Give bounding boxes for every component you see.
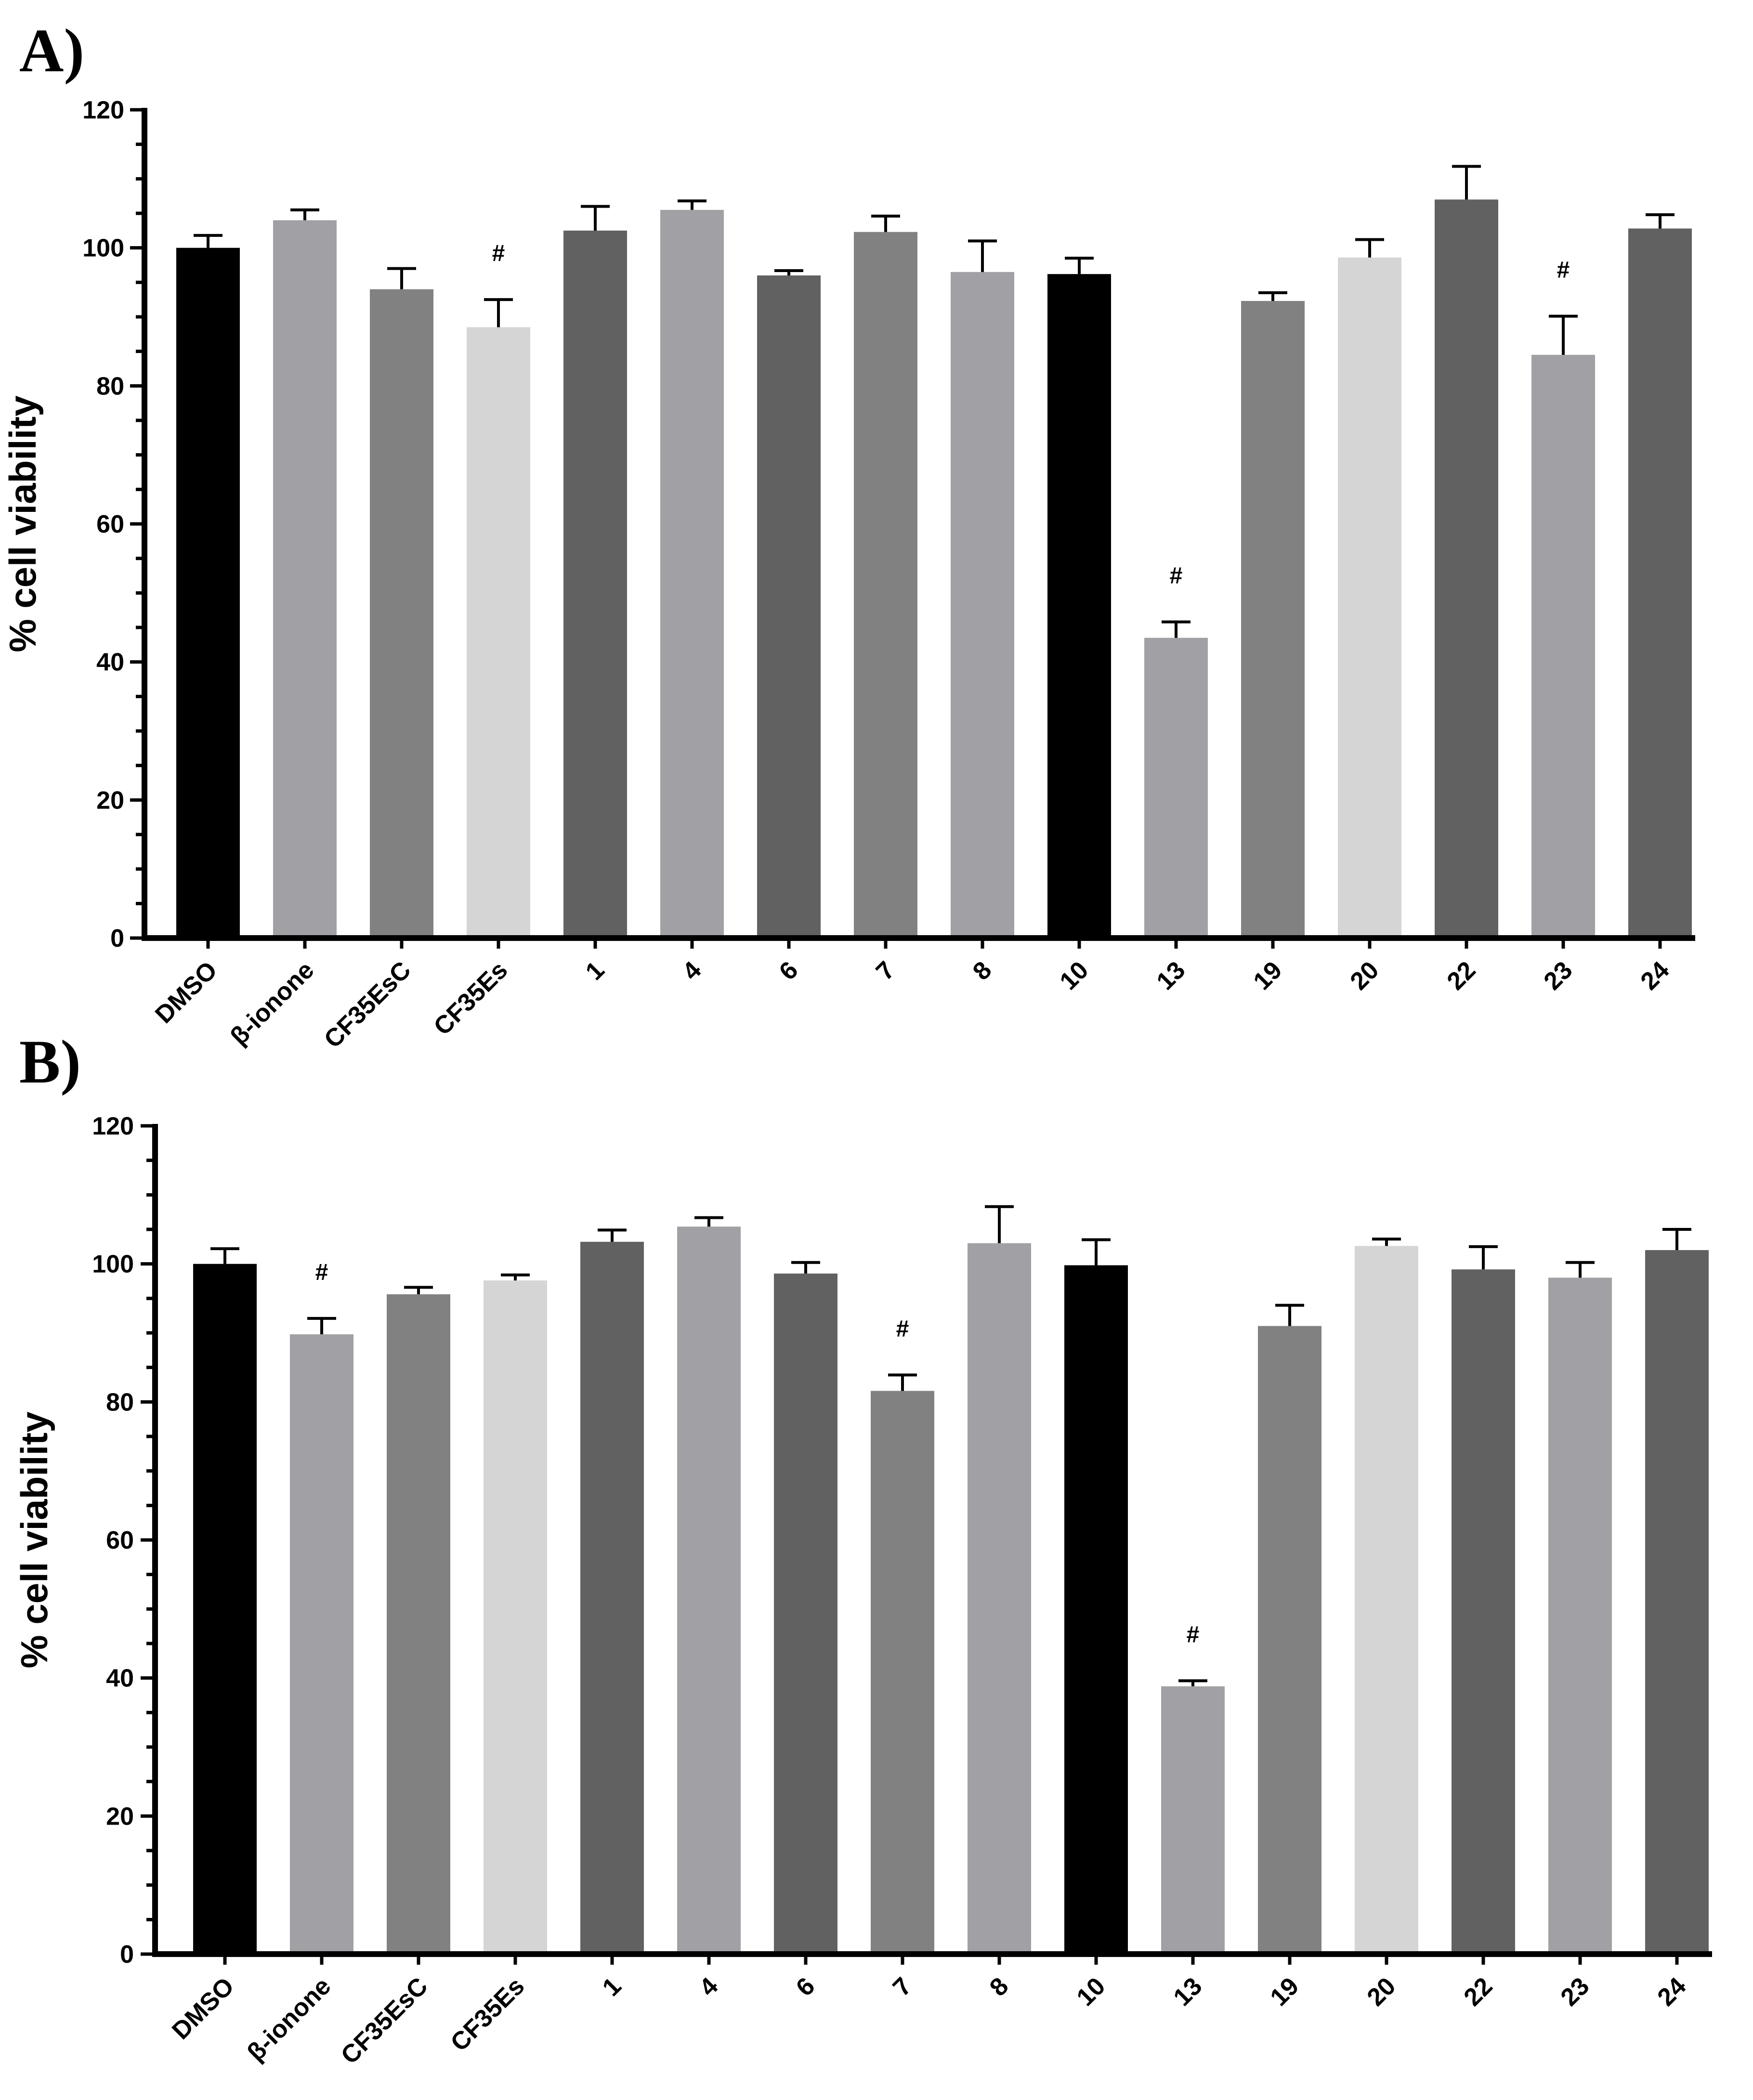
bar-b-15 xyxy=(1645,1250,1709,1954)
y-tick-label-a-100: 100 xyxy=(82,235,124,262)
panel-label-a: A) xyxy=(19,16,84,85)
bar-b-9 xyxy=(1064,1265,1128,1954)
bar-a-5 xyxy=(660,209,724,938)
y-tick-label-a-40: 40 xyxy=(96,649,124,677)
y-axis-title-a: % cell viability xyxy=(1,395,44,652)
y-tick-label-b-100: 100 xyxy=(92,1251,134,1278)
y-axis-title-b: % cell viability xyxy=(13,1411,55,1668)
bar-b-0 xyxy=(193,1264,257,1954)
bar-b-4 xyxy=(580,1241,644,1954)
y-tick-label-a-120: 120 xyxy=(82,96,124,124)
bar-b-8 xyxy=(968,1243,1031,1954)
bar-a-1 xyxy=(273,220,337,938)
bar-b-11 xyxy=(1258,1326,1321,1954)
bar-a-14 xyxy=(1531,354,1595,939)
bar-a-8 xyxy=(951,272,1014,939)
bar-b-3 xyxy=(484,1280,547,1954)
y-tick-label-a-60: 60 xyxy=(96,510,124,538)
bar-b-6 xyxy=(774,1273,837,1954)
bar-b-13 xyxy=(1452,1269,1515,1954)
significance-marker-b-1: # xyxy=(315,1260,328,1285)
y-tick-label-a-0: 0 xyxy=(110,925,124,952)
bar-b-2 xyxy=(387,1294,450,1954)
y-tick-label-b-60: 60 xyxy=(106,1526,134,1554)
bar-b-7 xyxy=(871,1391,934,1954)
panel-label-b: B) xyxy=(19,1028,81,1096)
bar-a-4 xyxy=(563,230,627,938)
bar-a-12 xyxy=(1338,257,1401,938)
bar-a-3 xyxy=(467,327,530,938)
y-tick-label-b-20: 20 xyxy=(106,1802,134,1830)
significance-marker-a-14: # xyxy=(1557,258,1570,283)
bar-a-7 xyxy=(854,232,917,939)
bar-a-9 xyxy=(1047,274,1111,939)
y-tick-label-b-0: 0 xyxy=(120,1941,134,1969)
y-tick-label-b-40: 40 xyxy=(106,1665,134,1693)
bar-b-12 xyxy=(1355,1246,1418,1954)
y-tick-label-b-120: 120 xyxy=(92,1112,134,1140)
bar-a-10 xyxy=(1144,638,1208,938)
bar-b-5 xyxy=(677,1226,741,1954)
significance-marker-a-10: # xyxy=(1170,563,1183,589)
y-tick-label-b-80: 80 xyxy=(106,1388,134,1416)
bar-a-15 xyxy=(1628,228,1692,938)
bar-b-14 xyxy=(1548,1278,1612,1954)
bar-b-10 xyxy=(1161,1686,1225,1954)
bar-a-13 xyxy=(1435,199,1498,938)
y-tick-label-a-20: 20 xyxy=(96,786,124,814)
bar-a-0 xyxy=(176,248,240,938)
bar-a-11 xyxy=(1241,301,1305,938)
bar-a-6 xyxy=(757,275,821,938)
bar-b-1 xyxy=(290,1334,353,1954)
significance-marker-b-7: # xyxy=(896,1316,909,1342)
y-tick-label-a-80: 80 xyxy=(96,372,124,400)
significance-marker-a-3: # xyxy=(492,241,505,266)
significance-marker-b-10: # xyxy=(1187,1622,1200,1647)
bar-a-2 xyxy=(370,289,433,938)
